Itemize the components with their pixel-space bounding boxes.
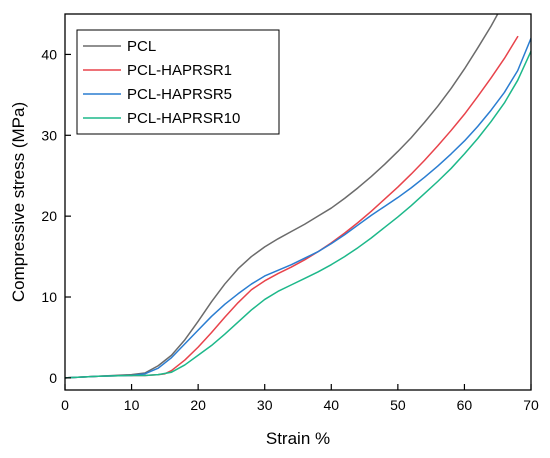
x-tick-label: 70: [523, 397, 539, 413]
series-line-3: [65, 50, 531, 379]
y-axis-title: Compressive stress (MPa): [9, 102, 28, 302]
x-tick-label: 50: [390, 397, 406, 413]
legend-label: PCL-HAPRSR10: [127, 110, 240, 127]
y-tick-label: 10: [41, 289, 57, 305]
x-tick-label: 10: [124, 397, 140, 413]
legend-label: PCL: [127, 38, 156, 55]
legend-label: PCL-HAPRSR1: [127, 62, 232, 79]
legend: PCL PCL-HAPRSR1 PCL-HAPRSR5 PCL-HAPRSR10: [76, 29, 280, 135]
legend-label: PCL-HAPRSR5: [127, 86, 232, 103]
x-tick-label: 20: [190, 397, 206, 413]
series-line-0: [65, 14, 499, 379]
axis-ticks: 0 10 20 30 40 50 60 70 0 10 20 30 40: [41, 46, 539, 413]
y-tick-label: 0: [49, 370, 57, 386]
x-axis-title: Strain %: [266, 429, 330, 448]
x-tick-label: 40: [323, 397, 339, 413]
y-tick-label: 20: [41, 208, 57, 224]
y-tick-label: 30: [41, 127, 57, 143]
x-tick-label: 0: [61, 397, 69, 413]
series-layer: [65, 14, 531, 379]
x-tick-label: 60: [457, 397, 473, 413]
legend-box: [76, 29, 280, 135]
series-line-2: [65, 37, 531, 379]
plot-frame: [64, 13, 532, 391]
y-tick-label: 40: [41, 46, 57, 62]
x-tick-label: 30: [257, 397, 273, 413]
